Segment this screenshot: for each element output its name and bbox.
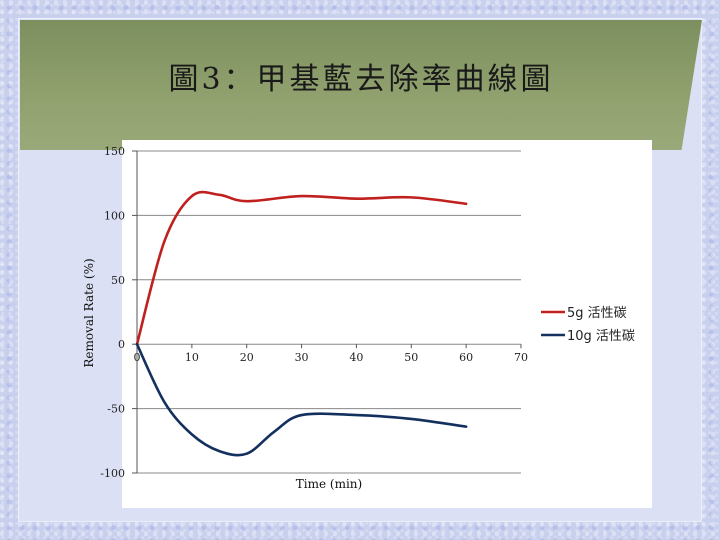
y-tick-label: 50: [111, 274, 125, 287]
x-tick-label: 20: [240, 351, 254, 364]
y-tick-label: -100: [100, 467, 125, 480]
y-axis-title: Removal Rate (%): [82, 258, 96, 367]
y-tick-label: -50: [107, 403, 125, 416]
slide-title: 圖3：甲基藍去除率曲線圖: [168, 62, 554, 97]
legend-label-2: 10g 活性碳: [567, 329, 635, 344]
x-tick-label: 40: [349, 351, 363, 364]
x-tick-label: 10: [185, 351, 199, 364]
tick-labels: 150 100 50 0 -50 -100 0 10 20 30 40 50 60 70: [100, 145, 528, 480]
axes: [132, 150, 522, 474]
series-line-2: [135, 342, 468, 457]
y-tick-label: 0: [118, 338, 125, 351]
x-tick-label: 50: [404, 351, 418, 364]
x-axis-title: Time (min): [296, 477, 362, 491]
y-tick-label: 150: [104, 145, 125, 158]
series-line-1: [135, 190, 468, 346]
x-tick-label: 60: [459, 351, 473, 364]
grid-lines: [137, 150, 521, 474]
y-tick-label: 100: [104, 209, 125, 222]
x-tick-label: 30: [295, 351, 309, 364]
legend: 5g 活性碳 10g 活性碳: [541, 306, 635, 344]
legend-label-1: 5g 活性碳: [567, 306, 627, 321]
x-tick-label: 0: [134, 351, 141, 364]
x-tick-label: 70: [514, 351, 528, 364]
series-lines: [135, 190, 468, 457]
title-banner: [20, 20, 702, 150]
